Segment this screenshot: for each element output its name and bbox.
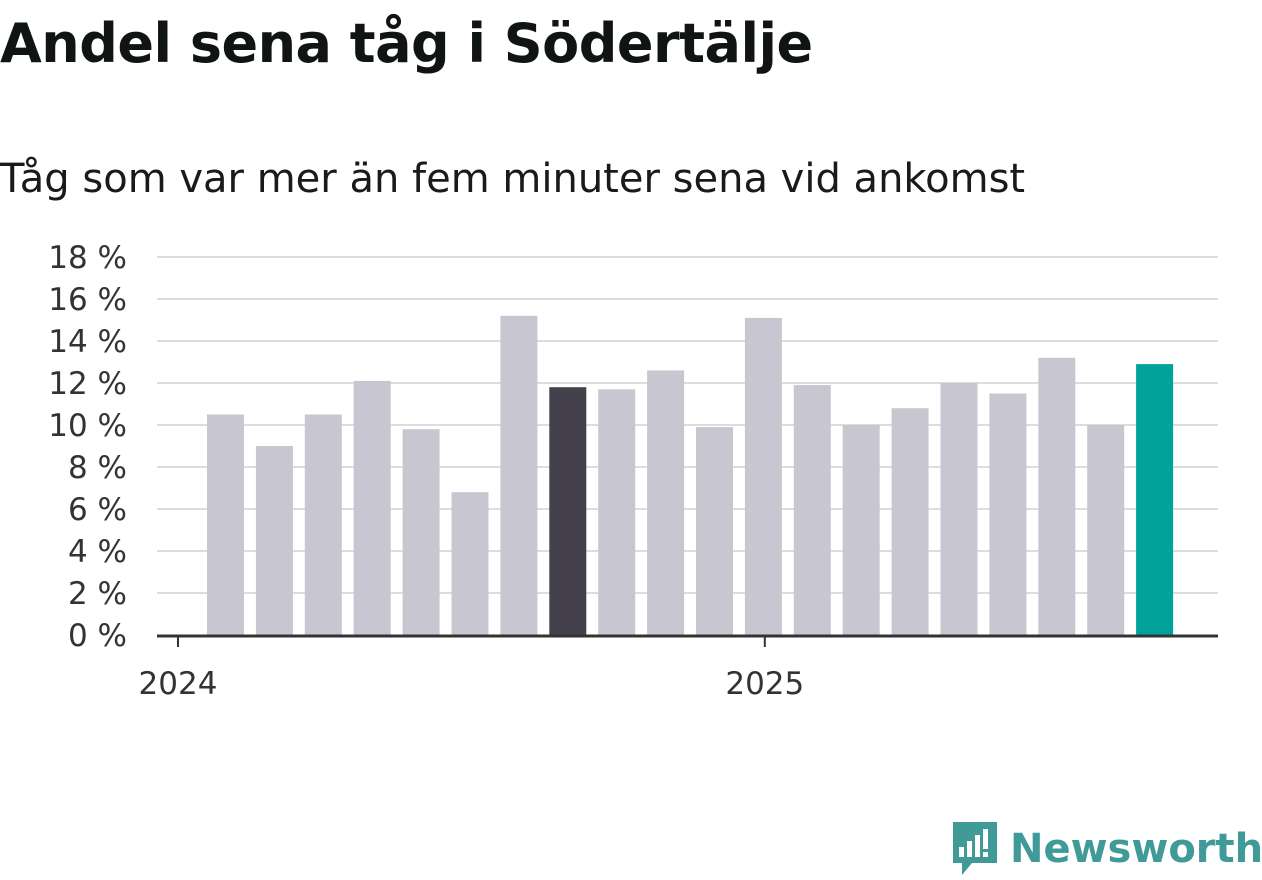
- bar-chart: 0 % 2 % 4 % 6 % 8 % 10 % 12 % 14 % 16 % 18 % 2024…: [48, 240, 1218, 702]
- bar-2024-05: [402, 429, 440, 635]
- bar-2025-04: [940, 383, 978, 635]
- bar-2024-06: [451, 492, 489, 635]
- bar-2024-03: [304, 414, 342, 635]
- bars: [207, 315, 1174, 635]
- chart-subtitle: Tåg som var mer än fem minuter sena vid …: [0, 156, 1026, 202]
- chart-title: Andel sena tåg i Södertälje: [0, 12, 813, 75]
- y-tick-label: 6 %: [68, 492, 127, 528]
- y-tick-label: 16 %: [48, 282, 127, 318]
- y-tick-label: 14 %: [48, 324, 127, 360]
- bar-2024-02: [255, 446, 293, 635]
- x-tick-label: 2024: [139, 666, 218, 702]
- bar-2025-06: [1038, 357, 1076, 635]
- bar-2024-11: [696, 427, 733, 635]
- y-tick-label: 8 %: [68, 450, 127, 486]
- newsworthy-logo: Newsworthy: [950, 818, 1262, 880]
- bar-2024-01: [207, 414, 244, 635]
- bar-2025-01: [793, 385, 831, 635]
- bar-2025-08: [1136, 364, 1174, 635]
- bar-2025-07: [1087, 425, 1125, 635]
- bar-2024-12: [744, 317, 782, 635]
- y-tick-label: 4 %: [68, 534, 127, 570]
- y-tick-label: 2 %: [68, 576, 127, 612]
- bar-2024-07: [500, 315, 538, 635]
- x-tick-label: 2025: [725, 666, 804, 702]
- bar-chart-bubble-icon: [953, 822, 997, 875]
- bar-2024-09: [598, 389, 636, 635]
- bar-2025-02: [842, 425, 880, 635]
- bar-2024-10: [647, 370, 685, 635]
- y-tick-label: 18 %: [48, 240, 127, 276]
- y-tick-label: 10 %: [48, 408, 127, 444]
- bar-2025-03: [891, 408, 929, 635]
- x-axis-ticks: 2024 2025: [139, 635, 804, 702]
- y-tick-label: 12 %: [48, 366, 127, 402]
- brand-name: Newsworthy: [1010, 826, 1262, 872]
- y-axis-ticks: 0 % 2 % 4 % 6 % 8 % 10 % 12 % 14 % 16 % 18 %: [48, 240, 127, 654]
- y-tick-label: 0 %: [68, 618, 127, 654]
- bar-2024-04: [353, 380, 391, 635]
- bar-2025-05: [989, 393, 1027, 635]
- bar-2024-08: [549, 387, 587, 635]
